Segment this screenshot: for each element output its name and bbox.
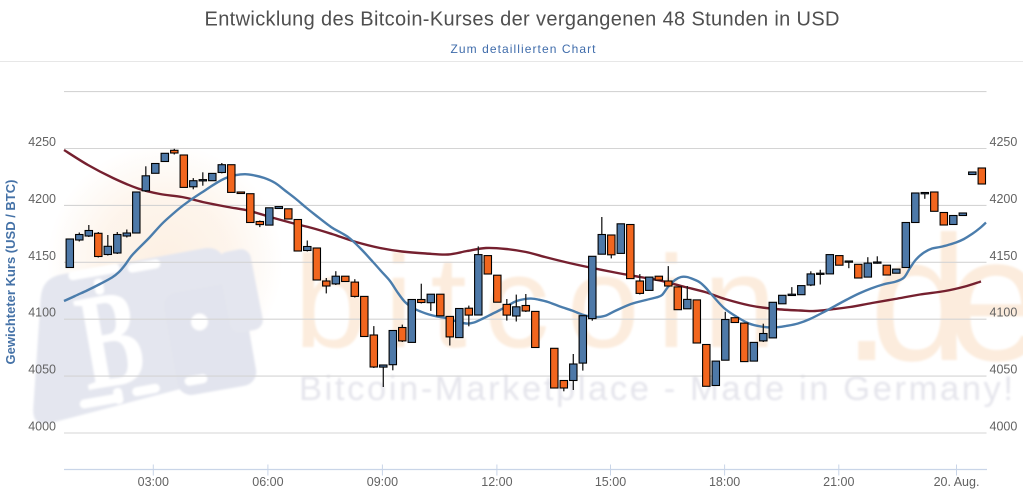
svg-text:4200: 4200 bbox=[28, 192, 56, 206]
svg-text:09:00: 09:00 bbox=[367, 475, 398, 489]
svg-text:4000: 4000 bbox=[28, 420, 56, 434]
svg-text:4100: 4100 bbox=[990, 306, 1018, 320]
svg-text:4200: 4200 bbox=[990, 192, 1018, 206]
svg-text:06:00: 06:00 bbox=[252, 475, 283, 489]
svg-text:20. Aug.: 20. Aug. bbox=[934, 475, 980, 489]
svg-text:Zum detaillierten Chart: Zum detaillierten Chart bbox=[451, 42, 597, 56]
svg-text:4050: 4050 bbox=[28, 363, 56, 377]
svg-text:.de: .de bbox=[842, 199, 1023, 398]
svg-text:15:00: 15:00 bbox=[595, 475, 626, 489]
svg-text:18:00: 18:00 bbox=[709, 475, 740, 489]
svg-text:4250: 4250 bbox=[990, 135, 1018, 149]
svg-text:4100: 4100 bbox=[28, 306, 56, 320]
svg-text:Gewichteter Kurs (USD / BTC): Gewichteter Kurs (USD / BTC) bbox=[3, 180, 18, 365]
svg-text:4250: 4250 bbox=[28, 135, 56, 149]
svg-text:4000: 4000 bbox=[990, 420, 1018, 434]
svg-text:03:00: 03:00 bbox=[138, 475, 169, 489]
svg-text:4150: 4150 bbox=[28, 249, 56, 263]
svg-text:4150: 4150 bbox=[990, 249, 1018, 263]
svg-text:12:00: 12:00 bbox=[481, 475, 512, 489]
svg-text:Entwicklung des Bitcoin-Kurses: Entwicklung des Bitcoin-Kurses der verga… bbox=[205, 9, 840, 31]
svg-text:21:00: 21:00 bbox=[823, 475, 854, 489]
svg-text:4050: 4050 bbox=[990, 363, 1018, 377]
